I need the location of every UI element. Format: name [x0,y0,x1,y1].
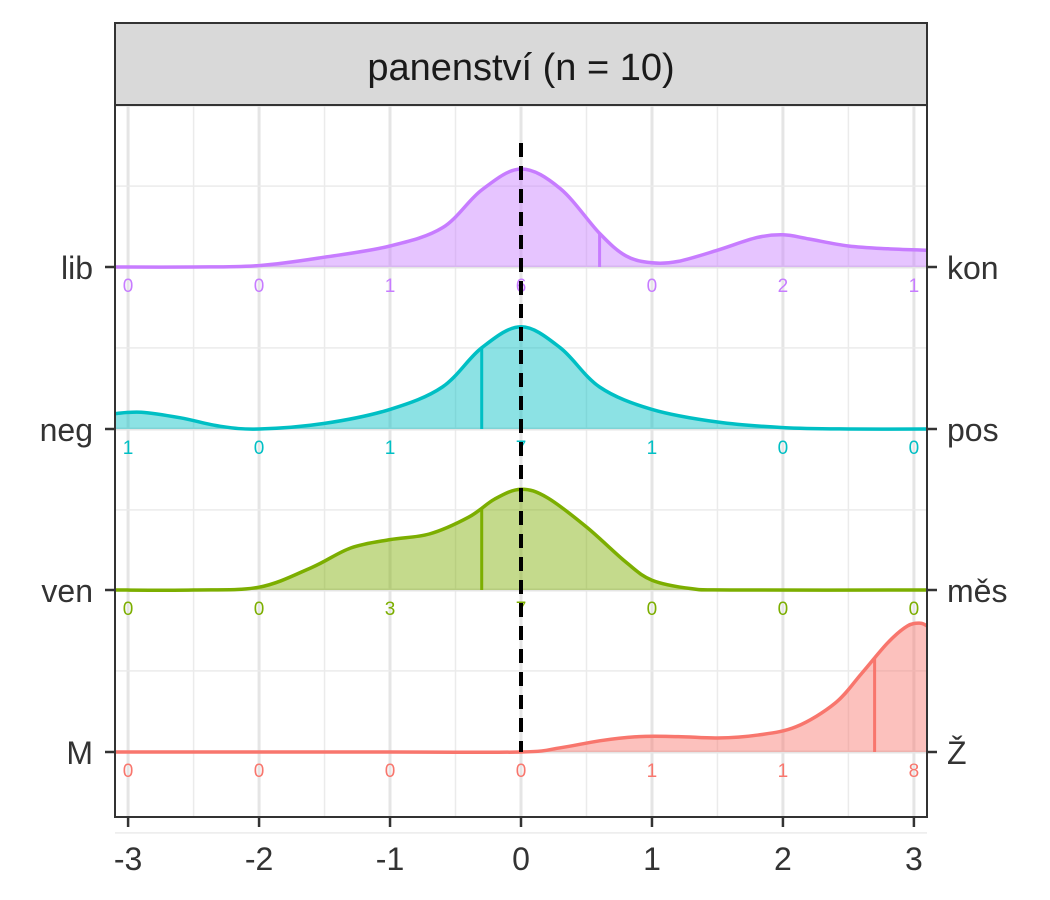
left-axis-label: neg [40,412,93,448]
count-label: 1 [909,276,920,297]
count-label: 0 [647,276,658,297]
count-label: 0 [385,761,396,782]
density-line [115,621,928,755]
x-axis-tick-label: 3 [905,841,923,877]
density-area [115,623,927,753]
count-label: 1 [647,761,658,782]
count-label: 0 [123,599,134,620]
right-axis-label: měs [947,573,1007,609]
right-axis-label: kon [947,250,999,286]
x-axis-tick-label: -1 [376,841,404,877]
left-y-axis: lib neg ven M [40,250,115,771]
x-axis-tick-label: 1 [643,841,661,877]
left-axis-label: M [66,735,93,771]
count-label: 0 [516,761,527,782]
count-label: 1 [385,438,396,459]
density-line [114,167,928,269]
count-label: 0 [254,761,265,782]
count-label: 1 [647,438,658,459]
count-label: 8 [909,761,920,782]
count-label: 1 [778,761,789,782]
count-label: 3 [385,599,396,620]
count-label: 1 [123,438,134,459]
count-label: 0 [123,276,134,297]
count-label: 0 [909,599,920,620]
count-label: 0 [254,276,265,297]
left-axis-label: ven [41,573,93,609]
density-line [114,487,928,592]
count-label: 0 [647,599,658,620]
right-y-axis: kon pos měs Ž [927,250,1007,771]
count-label: 0 [778,438,789,459]
count-label: 0 [254,438,265,459]
count-label: 1 [385,276,396,297]
facet-strip-title: panenství (n = 10) [367,47,674,89]
x-axis-tick-label: -3 [114,841,142,877]
count-layer: 0016021101710000370000000118 [123,276,919,782]
count-label: 0 [778,599,789,620]
count-label: 0 [254,599,265,620]
x-axis: -3 -2 -1 0 1 2 3 [114,817,923,877]
x-axis-tick-label: -2 [245,841,273,877]
count-label: 2 [778,276,789,297]
right-axis-label: Ž [947,735,967,771]
density-ridge-M-Ž [115,621,928,755]
x-axis-tick-label: 2 [774,841,792,877]
count-label: 0 [909,438,920,459]
count-label: 0 [123,761,134,782]
right-axis-label: pos [947,412,999,448]
density-line [114,325,928,431]
facet-strip [114,22,928,106]
left-axis-label: lib [61,250,93,286]
x-axis-tick-label: 0 [512,841,530,877]
